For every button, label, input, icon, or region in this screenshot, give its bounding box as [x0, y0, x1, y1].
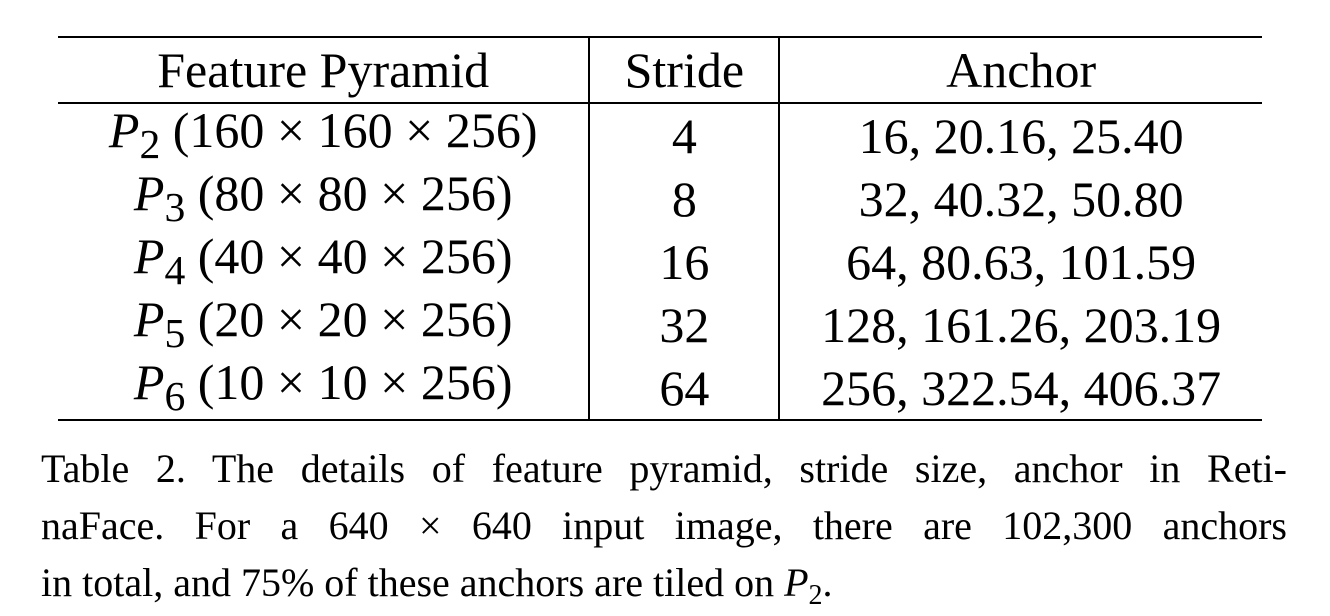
- anchor-cell: 16, 20.16, 25.40: [858, 107, 1184, 164]
- caption-line-3-end: .: [822, 560, 833, 605]
- table-body: P2 (160 × 160 × 256) 4 16, 20.16, 25.40 …: [58, 103, 1262, 420]
- stride-cell: 16: [588, 230, 781, 293]
- level-shape: (20 × 20 × 256): [197, 290, 513, 347]
- pyramid-cell: P3 (80 × 80 × 256): [58, 167, 589, 230]
- level-shape: (10 × 10 × 256): [197, 353, 513, 410]
- caption-line-2: naFace. For a 640 × 640 input image, the…: [41, 503, 1287, 548]
- level-symbol: P: [133, 164, 165, 221]
- pyramid-cell: P4 (40 × 40 × 256): [58, 230, 589, 293]
- stride-cell: 64: [588, 356, 781, 420]
- header-feature-pyramid: Feature Pyramid: [157, 42, 490, 98]
- table-row: P4 (40 × 40 × 256) 16 64, 80.63, 101.59: [58, 230, 1262, 293]
- header-anchor: Anchor: [946, 42, 1097, 98]
- level-symbol: P: [133, 353, 165, 410]
- level-symbol: P: [133, 290, 165, 347]
- stride-cell: 8: [588, 167, 781, 230]
- table-row: P6 (10 × 10 × 256) 64 256, 322.54, 406.3…: [58, 356, 1262, 420]
- table-caption: Table 2. The details of feature pyramid,…: [41, 440, 1287, 611]
- level-symbol: P: [108, 101, 140, 158]
- level-subscript: 3: [164, 184, 186, 231]
- level-subscript: 4: [164, 247, 186, 294]
- table-row: P5 (20 × 20 × 256) 32 128, 161.26, 203.1…: [58, 293, 1262, 356]
- anchor-cell: 64, 80.63, 101.59: [846, 233, 1197, 290]
- table: Feature Pyramid Stride Anchor P2 (160 × …: [58, 36, 1262, 421]
- anchor-cell: 256, 322.54, 406.37: [821, 359, 1222, 416]
- caption-level-symbol: P: [784, 560, 809, 605]
- pyramid-cell: P2 (160 × 160 × 256): [58, 103, 589, 167]
- level-shape: (80 × 80 × 256): [197, 164, 513, 221]
- table-row: P2 (160 × 160 × 256) 4 16, 20.16, 25.40: [58, 103, 1262, 167]
- stride-cell: 4: [588, 103, 781, 167]
- caption-line-3-text: in total, and 75% of these anchors are t…: [41, 560, 775, 605]
- header-row: Feature Pyramid Stride Anchor: [58, 37, 1262, 103]
- caption-line-3: in total, and 75% of these anchors are t…: [41, 554, 1287, 611]
- caption-level-subscript: 2: [808, 580, 823, 611]
- level-shape: (160 × 160 × 256): [172, 101, 538, 158]
- level-symbol: P: [133, 227, 165, 284]
- stride-cell: 32: [588, 293, 781, 356]
- anchor-cell: 128, 161.26, 203.19: [821, 296, 1222, 353]
- pyramid-cell: P6 (10 × 10 × 256): [58, 356, 589, 420]
- table-header: Feature Pyramid Stride Anchor: [58, 37, 1262, 103]
- anchor-cell: 32, 40.32, 50.80: [858, 170, 1184, 227]
- level-subscript: 2: [139, 121, 161, 168]
- level-subscript: 5: [164, 310, 186, 357]
- caption-line-1: Table 2. The details of feature pyramid,…: [41, 446, 1287, 491]
- header-stride: Stride: [588, 37, 781, 103]
- pyramid-cell: P5 (20 × 20 × 256): [58, 293, 589, 356]
- feature-pyramid-table: Feature Pyramid Stride Anchor P2 (160 × …: [58, 36, 1262, 421]
- level-shape: (40 × 40 × 256): [197, 227, 513, 284]
- table-row: P3 (80 × 80 × 256) 8 32, 40.32, 50.80: [58, 167, 1262, 230]
- level-subscript: 6: [164, 373, 186, 420]
